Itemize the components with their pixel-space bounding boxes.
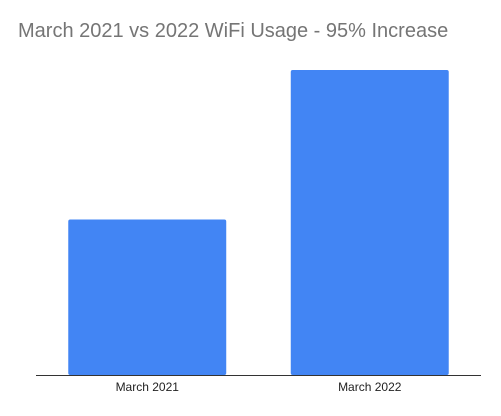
tick-labels-layer: March 2021 March 2022 [116,380,402,394]
chart-title: March 2021 vs 2022 WiFi Usage - 95% Incr… [18,20,449,42]
bar-march-2021 [68,219,227,375]
x-tick-label: March 2022 [338,380,402,394]
bar-march-2022 [290,70,449,375]
x-tick-label: March 2021 [116,380,180,394]
bars-layer [68,70,449,375]
